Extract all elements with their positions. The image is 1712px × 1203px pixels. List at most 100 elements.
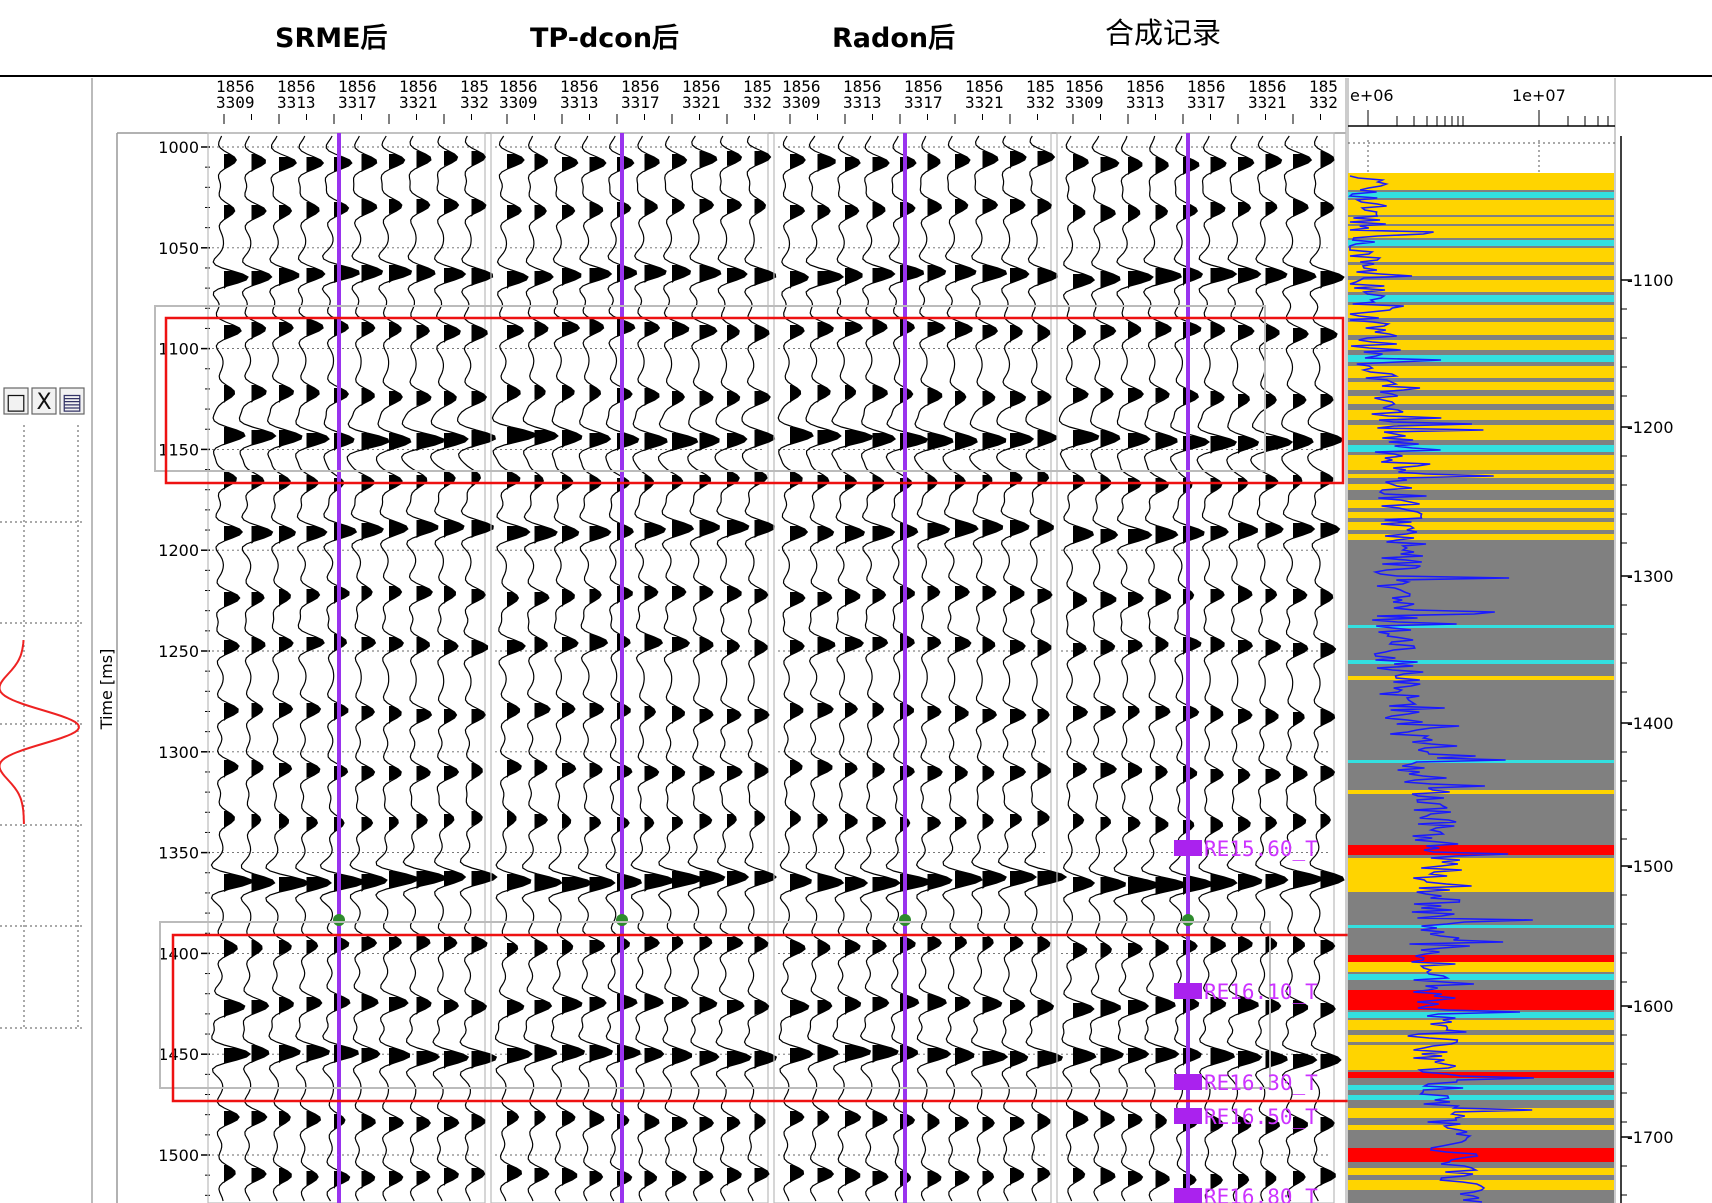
lith-band xyxy=(1348,512,1614,518)
horizon-marker-box xyxy=(1174,983,1202,999)
lith-band xyxy=(1348,396,1614,404)
seismic-trace xyxy=(265,135,310,1202)
seismic-trace xyxy=(1250,135,1294,1202)
horizon-marker-label: RE16.10_T xyxy=(1204,980,1318,1004)
lith-band xyxy=(1348,305,1614,318)
trace-header-bottom: 3309 xyxy=(216,93,255,112)
lith-band xyxy=(1348,1180,1614,1190)
log-curve xyxy=(1348,175,1534,1203)
lith-band xyxy=(1348,173,1614,190)
trace-header-top: 1856 xyxy=(782,77,821,96)
seismic-trace xyxy=(1088,135,1126,1202)
trace-header-top: 1856 xyxy=(682,77,721,96)
horizon-marker-box xyxy=(1174,1188,1202,1203)
lith-band xyxy=(1348,200,1614,215)
seismic-trace xyxy=(605,135,643,1202)
lith-band xyxy=(1348,295,1614,302)
seismic-trace-fill xyxy=(1100,157,1126,1186)
panel-title-srme: SRME后 xyxy=(275,23,388,54)
lith-band xyxy=(1348,340,1614,350)
seismic-trace-fill xyxy=(534,154,562,1183)
depth-tick-label: -1100 xyxy=(1627,271,1674,290)
trace-header-top: 1856 xyxy=(904,77,943,96)
lith-band xyxy=(1348,522,1614,530)
seismic-trace xyxy=(805,135,845,1202)
trace-header-top: 1856 xyxy=(499,77,538,96)
lith-band xyxy=(1348,925,1614,928)
seismic-trace xyxy=(1279,135,1323,1202)
depth-tick-label: -1700 xyxy=(1627,1128,1674,1147)
log-panel: e+06 1e+07 -1100 -1200 -1300 -1400 -1500 -1600 -… xyxy=(1347,78,1674,1203)
menu-icon[interactable]: ▤ xyxy=(62,390,83,415)
seismic-trace xyxy=(238,135,277,1202)
seismic-trace xyxy=(942,135,983,1202)
wavelet-window: □ X ▤ xyxy=(0,387,85,1030)
lith-band xyxy=(1348,1168,1614,1175)
panel-title-tpdcon: TP-dcon后 xyxy=(530,23,679,54)
time-tick-label: 1300 xyxy=(158,743,199,762)
well-tie-point xyxy=(333,914,345,926)
seismic-trace-fill xyxy=(1320,151,1344,1186)
time-tick-label: 1400 xyxy=(158,944,199,963)
seismic-trace xyxy=(375,135,419,1202)
horizon-marker-label: RE15.60_T xyxy=(1204,837,1318,861)
lith-band xyxy=(1348,1045,1614,1070)
trace-header-bottom: 332 xyxy=(1026,93,1055,112)
trace-header-top: 1856 xyxy=(399,77,438,96)
well-tie-point xyxy=(1182,914,1194,926)
trace-header-bottom: 332 xyxy=(460,93,489,112)
panel-radon-frame xyxy=(773,132,1052,1203)
lith-band xyxy=(1348,280,1614,292)
lith-band xyxy=(1348,1125,1614,1130)
trace-header-bottom: 332 xyxy=(1309,93,1338,112)
well-tie-point xyxy=(616,914,628,926)
trace-header-bottom: 3321 xyxy=(682,93,721,112)
trace-header-top: 1856 xyxy=(843,77,882,96)
horizon-marker-box xyxy=(1174,1108,1202,1124)
seismic-trace xyxy=(657,135,703,1202)
trace-header-top: 185 xyxy=(1026,77,1055,96)
lith-band xyxy=(1348,1095,1614,1100)
depth-tick-label: -1300 xyxy=(1627,567,1674,586)
maximize-button[interactable]: □ xyxy=(6,390,27,415)
close-button[interactable]: X xyxy=(36,390,51,415)
lith-band xyxy=(1348,974,1614,980)
trace-header-top: 185 xyxy=(460,77,489,96)
horizon-marker-label: RE16.80_T xyxy=(1204,1185,1318,1203)
lith-band xyxy=(1348,1072,1614,1078)
time-tick-label: 1450 xyxy=(158,1045,199,1064)
trace-header-top: 185 xyxy=(1309,77,1338,96)
well-tie-point xyxy=(899,914,911,926)
trace-header-bottom: 3313 xyxy=(277,93,316,112)
seismic-trace xyxy=(521,135,563,1202)
trace-header-bottom: 3321 xyxy=(965,93,1004,112)
trace-header-bottom: 3317 xyxy=(338,93,377,112)
lith-band xyxy=(1348,845,1614,855)
trace-header-bottom: 332 xyxy=(743,93,772,112)
panel-title-radon: Radon后 xyxy=(832,23,955,54)
maximize-button-frame xyxy=(3,387,29,415)
lith-band xyxy=(1348,1020,1614,1030)
lith-band xyxy=(1348,240,1614,246)
seismic-trace xyxy=(968,135,1009,1202)
time-tick-label: 1050 xyxy=(158,239,199,258)
lith-band xyxy=(1348,625,1614,628)
seismic-trace xyxy=(777,135,814,1202)
seismic-trace xyxy=(400,135,447,1202)
lith-band xyxy=(1348,192,1614,198)
lith-band xyxy=(1348,760,1614,763)
depth-tick-label: -1400 xyxy=(1627,714,1674,733)
lith-band xyxy=(1348,676,1614,680)
seismic-trace-fill xyxy=(589,157,615,1186)
seismic-trace xyxy=(1196,135,1238,1202)
trace-header-top: 1856 xyxy=(216,77,255,96)
lith-band xyxy=(1348,382,1614,390)
lith-band xyxy=(1348,962,1614,972)
time-tick-label: 1000 xyxy=(158,138,199,157)
trace-header-top: 1856 xyxy=(1065,77,1104,96)
